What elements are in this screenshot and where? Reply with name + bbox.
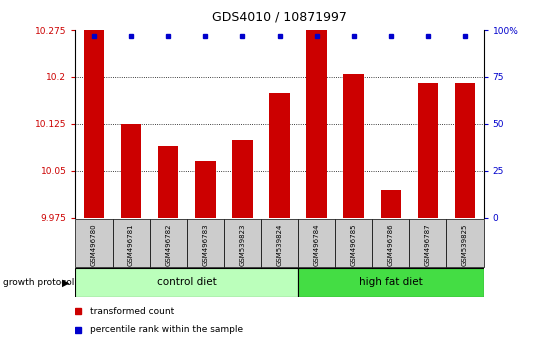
Bar <box>269 93 290 218</box>
Bar <box>306 30 327 218</box>
Text: GSM496786: GSM496786 <box>388 223 394 266</box>
Bar <box>112 219 150 267</box>
Bar <box>121 124 141 218</box>
Bar <box>447 219 484 267</box>
Text: percentile rank within the sample: percentile rank within the sample <box>90 325 243 335</box>
Bar <box>261 219 298 267</box>
Text: GSM496782: GSM496782 <box>165 223 171 266</box>
Bar <box>409 219 447 267</box>
Text: GSM539825: GSM539825 <box>462 223 468 266</box>
Bar <box>75 268 298 297</box>
Bar <box>187 219 224 267</box>
Bar <box>232 139 253 218</box>
Bar <box>298 268 484 297</box>
Text: ▶: ▶ <box>63 277 70 287</box>
Bar <box>195 161 216 218</box>
Bar <box>343 74 364 218</box>
Text: high fat diet: high fat diet <box>359 277 423 287</box>
Bar <box>158 146 178 218</box>
Text: control diet: control diet <box>157 277 217 287</box>
Text: GSM496784: GSM496784 <box>314 223 320 266</box>
Bar <box>298 219 335 267</box>
Text: GDS4010 / 10871997: GDS4010 / 10871997 <box>212 11 347 24</box>
Text: GSM539824: GSM539824 <box>277 223 282 266</box>
Bar <box>84 30 104 218</box>
Bar <box>335 219 372 267</box>
Bar <box>224 219 261 267</box>
Text: GSM496781: GSM496781 <box>128 223 134 266</box>
Bar <box>150 219 187 267</box>
Text: GSM539823: GSM539823 <box>239 223 245 266</box>
Text: GSM496780: GSM496780 <box>91 223 97 266</box>
Text: growth protocol: growth protocol <box>3 278 74 287</box>
Bar <box>381 190 401 218</box>
Text: GSM496785: GSM496785 <box>350 223 357 266</box>
Text: transformed count: transformed count <box>90 307 174 316</box>
Bar <box>418 83 438 218</box>
Bar <box>75 219 112 267</box>
Text: GSM496783: GSM496783 <box>202 223 209 266</box>
Bar <box>455 83 475 218</box>
Text: GSM496787: GSM496787 <box>425 223 431 266</box>
Bar <box>372 219 409 267</box>
